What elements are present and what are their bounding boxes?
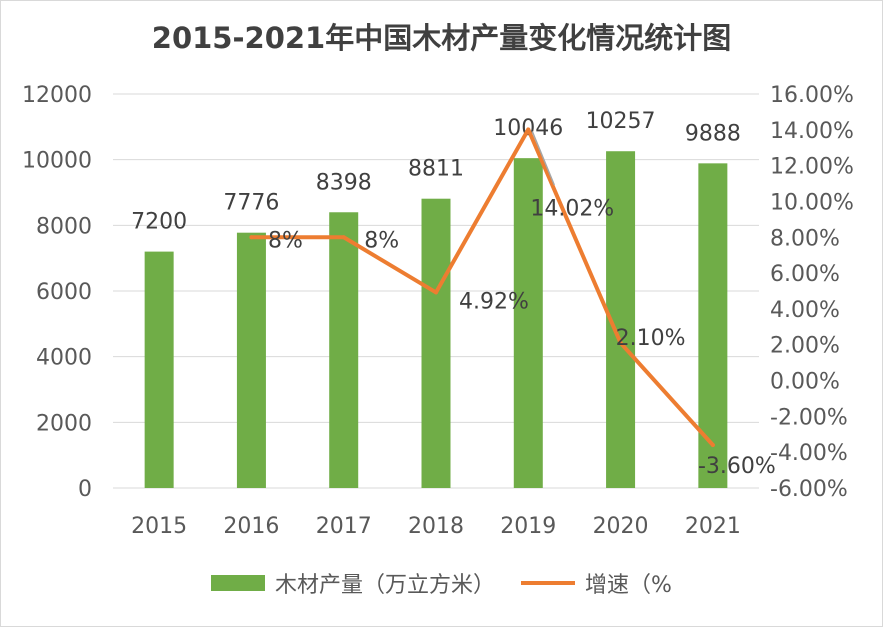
- y-left-tick-label: 12000: [22, 83, 92, 108]
- legend-swatch-bar: [211, 575, 266, 591]
- growth-point: [710, 443, 715, 448]
- legend-item-growth: 增速（%: [521, 567, 672, 599]
- bar: [329, 212, 359, 488]
- y-left-tick-label: 2000: [36, 411, 92, 436]
- y-right-tick-label: 10.00%: [770, 190, 854, 215]
- y-left-tick-label: 4000: [36, 346, 92, 371]
- line-data-label: 14.02%: [530, 196, 614, 221]
- line-data-label: 2.10%: [616, 326, 686, 351]
- x-tick-label: 2017: [316, 514, 372, 539]
- bar-data-label: 9888: [685, 121, 741, 146]
- bar: [513, 158, 543, 489]
- bar-data-label: 7776: [223, 191, 279, 216]
- bar-data-label: 7200: [131, 210, 187, 235]
- bar: [144, 251, 174, 488]
- legend-label-production: 木材产量（万立方米）: [275, 573, 496, 598]
- x-tick-label: 2015: [131, 514, 187, 539]
- x-tick-label: 2020: [593, 514, 649, 539]
- growth-point: [249, 235, 254, 240]
- growth-point: [434, 290, 438, 295]
- line-data-label: 8%: [268, 228, 303, 253]
- y-left-tick-label: 8000: [36, 214, 92, 239]
- y-right-tick-label: 2.00%: [770, 334, 840, 359]
- chart-title: 2015-2021年中国木材产量变化情况统计图: [151, 21, 732, 55]
- legend: 木材产量（万立方米） 增速（%: [1, 567, 882, 599]
- legend-swatch-line: [521, 581, 576, 585]
- growth-line: [249, 127, 715, 448]
- bar-data-label: 8811: [408, 157, 464, 182]
- y-right-tick-label: 6.00%: [770, 262, 840, 287]
- growth-point: [341, 235, 346, 240]
- bar: [698, 163, 728, 488]
- y-right-tick-label: 16.00%: [770, 83, 854, 108]
- y-left-tick-label: 6000: [36, 280, 92, 305]
- leader-line: [531, 131, 555, 186]
- legend-label-growth: 增速（%: [585, 573, 672, 598]
- y-left-tick-label: 0: [78, 477, 92, 502]
- bar: [421, 198, 451, 488]
- y-left-tick-label: 10000: [22, 149, 92, 174]
- bar-data-label: 8398: [316, 170, 372, 195]
- growth-point: [526, 127, 531, 132]
- y-right-tick-label: -4.00%: [770, 441, 848, 466]
- x-tick-label: 2019: [500, 514, 556, 539]
- y-right-tick-label: 4.00%: [770, 298, 840, 323]
- y-right-tick-label: 0.00%: [770, 370, 840, 395]
- line-data-label: 8%: [364, 228, 399, 253]
- y-right-tick-label: -6.00%: [770, 477, 848, 502]
- x-tick-label: 2016: [223, 514, 279, 539]
- bar-data-label: 10257: [586, 109, 656, 134]
- growth-point: [618, 340, 623, 345]
- bar: [236, 232, 266, 488]
- line-data-label: -3.60%: [698, 454, 776, 479]
- y-right-tick-label: 14.00%: [770, 119, 854, 144]
- legend-item-production: 木材产量（万立方米）: [211, 567, 495, 599]
- y-right-tick-label: -2.00%: [770, 405, 848, 430]
- y-right-tick-label: 8.00%: [770, 226, 840, 251]
- x-tick-label: 2018: [408, 514, 464, 539]
- y-right-tick-label: 12.00%: [770, 155, 854, 180]
- line-data-label: 4.92%: [459, 289, 529, 314]
- x-tick-label: 2021: [685, 514, 741, 539]
